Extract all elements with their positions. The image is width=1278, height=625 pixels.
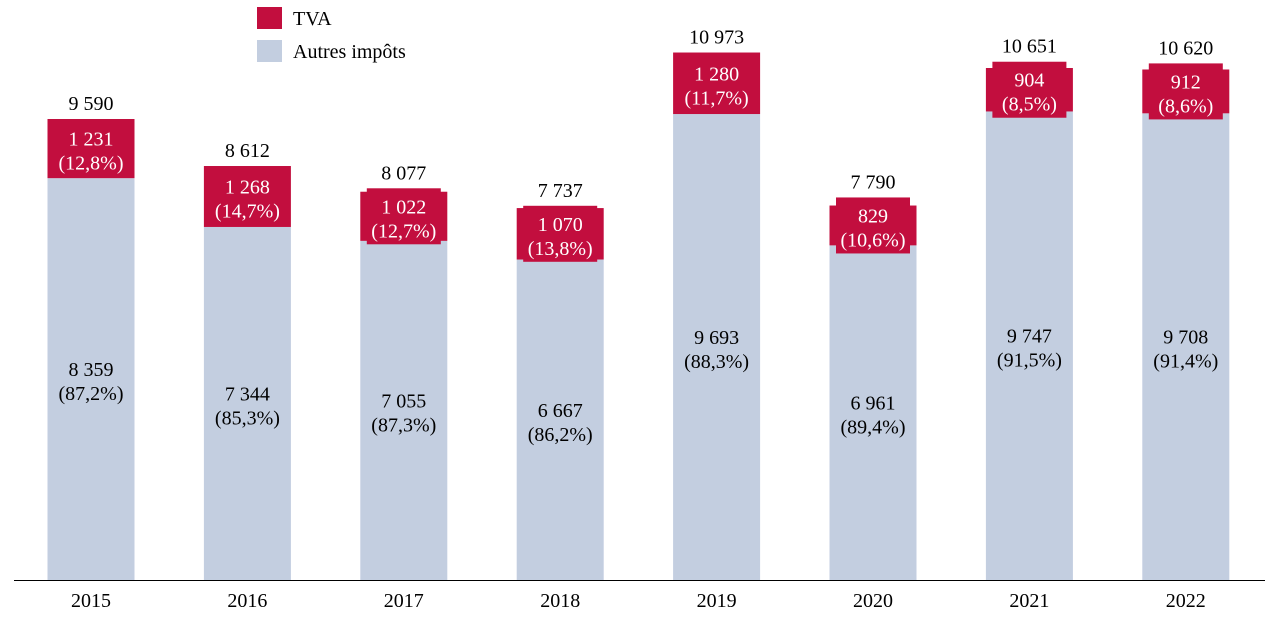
autres-impots-pct-label: (91,4%) (1153, 351, 1218, 373)
tva-value-label: 1 070 (538, 214, 583, 236)
tva-pct-label: (8,6%) (1158, 95, 1213, 117)
bar-segment-autres-impots-2019 (673, 114, 761, 580)
tva-label-background-2020 (836, 197, 910, 254)
tva-label-background-2022 (1148, 63, 1223, 120)
x-tick-label: 2018 (540, 590, 580, 612)
total-label: 10 651 (1002, 36, 1057, 58)
total-label: 8 612 (225, 140, 270, 162)
total-label: 7 737 (538, 180, 583, 202)
tva-value-label: 1 022 (381, 196, 426, 218)
autres-impots-value-label: 9 693 (694, 327, 739, 349)
autres-impots-pct-label: (91,5%) (997, 350, 1062, 372)
tva-pct-label: (8,5%) (1002, 94, 1057, 116)
bar-segment-autres-impots-2016 (203, 226, 291, 580)
bar-segment-tva-2015 (47, 119, 135, 179)
autres-impots-pct-label: (87,3%) (371, 414, 436, 436)
legend-label-tva: TVA (293, 8, 332, 30)
tva-value-label: 829 (858, 205, 888, 227)
x-tick-label: 2015 (71, 590, 111, 612)
x-tick-label: 2017 (384, 590, 424, 612)
bar-segment-autres-impots-2022 (1142, 113, 1230, 580)
autres-impots-pct-label: (86,2%) (528, 424, 593, 446)
x-tick-label: 2022 (1166, 590, 1206, 612)
total-label: 9 590 (69, 93, 114, 115)
autres-impots-pct-label: (87,2%) (59, 383, 124, 405)
bar-segment-autres-impots-2017 (360, 240, 448, 581)
legend-swatch-autres-impots (257, 40, 282, 62)
tva-value-label: 1 268 (225, 176, 270, 198)
tva-label-background-2021 (992, 61, 1067, 118)
tva-pct-label: (12,8%) (59, 153, 124, 175)
total-label: 7 790 (851, 171, 896, 193)
autres-impots-value-label: 6 961 (851, 393, 896, 415)
x-tick-label: 2019 (697, 590, 737, 612)
tva-value-label: 1 231 (69, 129, 114, 151)
total-label: 10 620 (1158, 37, 1213, 59)
legend-swatch-tva (257, 7, 282, 29)
total-label: 10 973 (689, 27, 744, 49)
tva-value-label: 912 (1171, 71, 1201, 93)
x-tick-label: 2016 (227, 590, 267, 612)
tva-pct-label: (11,7%) (684, 87, 748, 109)
bar-segment-autres-impots-2020 (829, 245, 917, 580)
legend: TVA Autres impôts (257, 7, 406, 63)
tva-label-background-2018 (523, 205, 598, 262)
tva-value-label: 1 280 (694, 63, 739, 85)
autres-impots-pct-label: (89,4%) (841, 417, 906, 439)
legend-label-autres-impots: Autres impôts (293, 41, 406, 63)
total-label: 8 077 (381, 162, 426, 184)
x-tick-label: 2020 (853, 590, 893, 612)
tva-pct-label: (14,7%) (215, 200, 280, 222)
tva-pct-label: (10,6%) (841, 229, 906, 251)
x-tick-label: 2021 (1009, 590, 1049, 612)
bar-segment-autres-impots-2018 (516, 259, 604, 580)
autres-impots-value-label: 7 344 (225, 383, 270, 405)
tva-value-label: 904 (1014, 70, 1044, 92)
bar-segment-autres-impots-2015 (47, 178, 135, 580)
autres-impots-value-label: 7 055 (381, 390, 426, 412)
tva-pct-label: (12,7%) (371, 220, 436, 242)
tva-pct-label: (13,8%) (528, 238, 593, 260)
autres-impots-value-label: 8 359 (69, 359, 114, 381)
bar-segment-autres-impots-2021 (985, 111, 1073, 580)
autres-impots-pct-label: (85,3%) (215, 407, 280, 429)
autres-impots-value-label: 9 708 (1163, 327, 1208, 349)
autres-impots-pct-label: (88,3%) (684, 351, 749, 373)
bar-segment-tva-2016 (203, 166, 291, 227)
autres-impots-value-label: 9 747 (1007, 326, 1052, 348)
autres-impots-value-label: 6 667 (538, 400, 583, 422)
tva-label-background-2017 (366, 188, 441, 245)
bar-segment-tva-2019 (673, 52, 761, 115)
